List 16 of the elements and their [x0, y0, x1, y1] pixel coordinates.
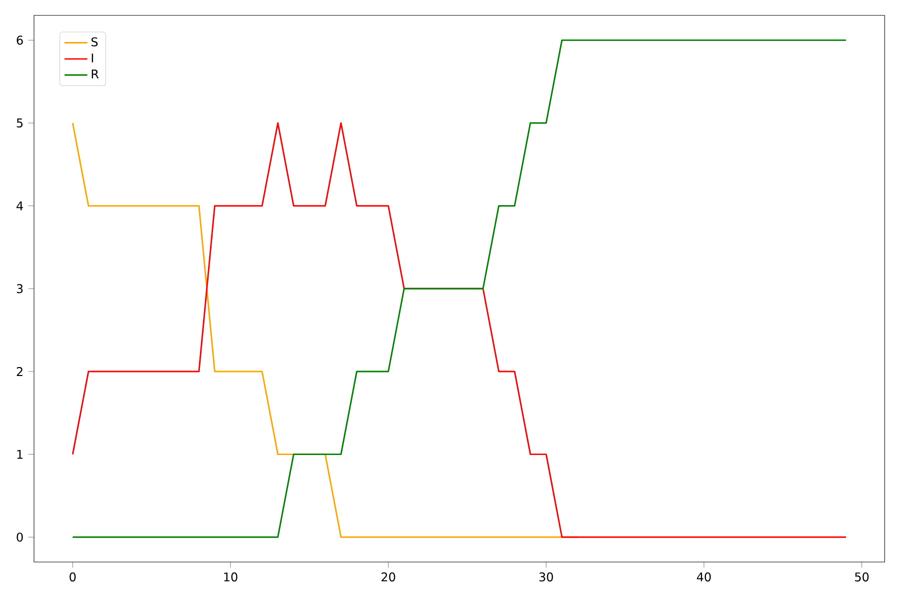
- legend-label: R: [92, 70, 99, 78]
- x-tick-label: 0: [70, 572, 76, 582]
- x-tick-label: 50: [855, 572, 869, 582]
- y-tick-label: 1: [17, 450, 22, 459]
- y-tick-label: 4: [16, 201, 23, 210]
- x-tick-label: 10: [224, 572, 238, 582]
- x-tick-label: 20: [382, 572, 396, 582]
- x-tick-label: 30: [539, 572, 553, 582]
- y-tick-label: 3: [16, 284, 23, 294]
- y-tick-label: 0: [16, 532, 23, 542]
- y-tick-label: 2: [16, 367, 22, 376]
- y-tick-label: 5: [16, 118, 23, 128]
- x-tick-label: 40: [696, 572, 711, 582]
- legend-label: S: [91, 37, 98, 46]
- y-tick-label: 6: [16, 36, 23, 45]
- legend-label: I: [92, 54, 94, 62]
